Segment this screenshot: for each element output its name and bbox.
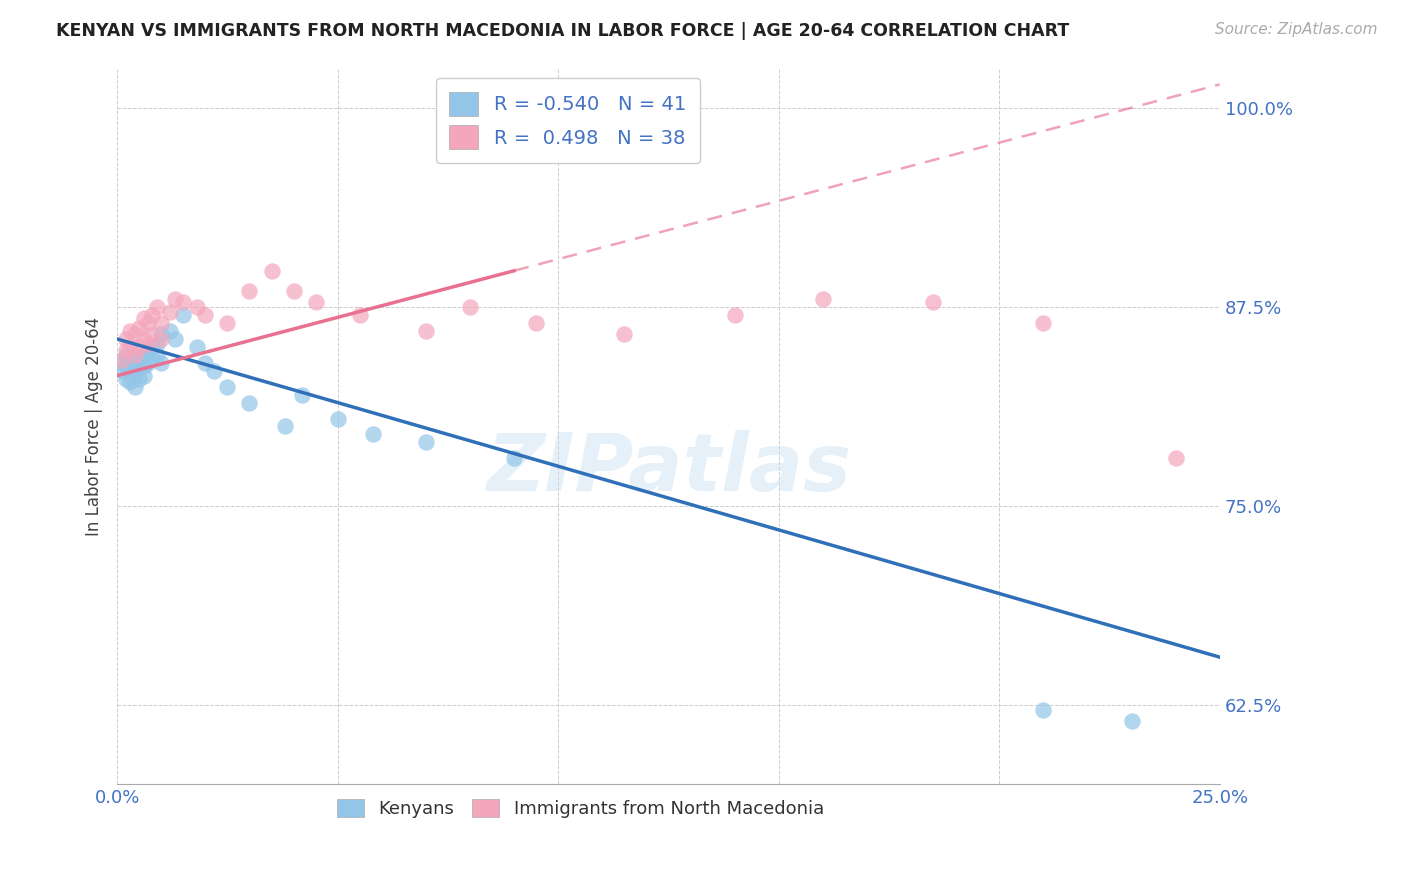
Point	[132, 332, 155, 346]
Point	[141, 340, 163, 354]
Point	[128, 360, 150, 375]
Point	[811, 292, 834, 306]
Point	[150, 327, 173, 342]
Point	[141, 327, 163, 342]
Point	[202, 364, 225, 378]
Point	[194, 308, 217, 322]
Point	[110, 356, 132, 370]
Point	[124, 356, 146, 370]
Point	[136, 356, 159, 370]
Text: Source: ZipAtlas.com: Source: ZipAtlas.com	[1215, 22, 1378, 37]
Point	[304, 295, 326, 310]
Point	[115, 332, 138, 346]
Point	[415, 435, 437, 450]
Point	[136, 343, 159, 358]
Point	[124, 348, 146, 362]
Point	[172, 295, 194, 310]
Point	[458, 300, 481, 314]
Point	[141, 351, 163, 365]
Point	[146, 348, 169, 362]
Point	[349, 308, 371, 322]
Point	[159, 305, 181, 319]
Point	[150, 356, 173, 370]
Point	[110, 352, 132, 367]
Text: ZIPatlas: ZIPatlas	[486, 431, 851, 508]
Point	[922, 295, 945, 310]
Point	[150, 316, 173, 330]
Point	[120, 340, 142, 354]
Point	[186, 340, 208, 354]
Point	[260, 263, 283, 277]
Point	[723, 308, 745, 322]
Point	[613, 327, 636, 342]
Point	[150, 332, 173, 346]
Point	[163, 292, 186, 306]
Point	[217, 316, 239, 330]
Y-axis label: In Labor Force | Age 20-64: In Labor Force | Age 20-64	[86, 317, 103, 536]
Point	[128, 321, 150, 335]
Point	[132, 311, 155, 326]
Point	[128, 372, 150, 386]
Point	[124, 367, 146, 381]
Point	[136, 316, 159, 330]
Point	[1164, 451, 1187, 466]
Point	[1032, 703, 1054, 717]
Point	[172, 308, 194, 322]
Point	[238, 285, 260, 299]
Point	[524, 316, 547, 330]
Point	[128, 351, 150, 365]
Point	[217, 380, 239, 394]
Text: KENYAN VS IMMIGRANTS FROM NORTH MACEDONIA IN LABOR FORCE | AGE 20-64 CORRELATION: KENYAN VS IMMIGRANTS FROM NORTH MACEDONI…	[56, 22, 1070, 40]
Point	[120, 375, 142, 389]
Point	[361, 427, 384, 442]
Point	[128, 340, 150, 354]
Point	[1032, 316, 1054, 330]
Point	[274, 419, 297, 434]
Point	[291, 387, 314, 401]
Point	[283, 285, 305, 299]
Point	[115, 348, 138, 362]
Point	[415, 324, 437, 338]
Point	[115, 343, 138, 358]
Point	[159, 324, 181, 338]
Point	[120, 324, 142, 338]
Point	[141, 308, 163, 322]
Point	[146, 300, 169, 314]
Point	[132, 368, 155, 383]
Point	[238, 395, 260, 409]
Point	[503, 451, 526, 466]
Point	[110, 364, 132, 378]
Point	[326, 411, 349, 425]
Point	[136, 336, 159, 351]
Point	[1121, 714, 1143, 728]
Point	[146, 336, 169, 351]
Legend: Kenyans, Immigrants from North Macedonia: Kenyans, Immigrants from North Macedonia	[329, 792, 831, 825]
Point	[132, 359, 155, 373]
Point	[115, 359, 138, 373]
Point	[186, 300, 208, 314]
Point	[115, 372, 138, 386]
Point	[124, 327, 146, 342]
Point	[120, 364, 142, 378]
Point	[120, 352, 142, 367]
Point	[194, 356, 217, 370]
Point	[132, 348, 155, 362]
Point	[124, 380, 146, 394]
Point	[163, 332, 186, 346]
